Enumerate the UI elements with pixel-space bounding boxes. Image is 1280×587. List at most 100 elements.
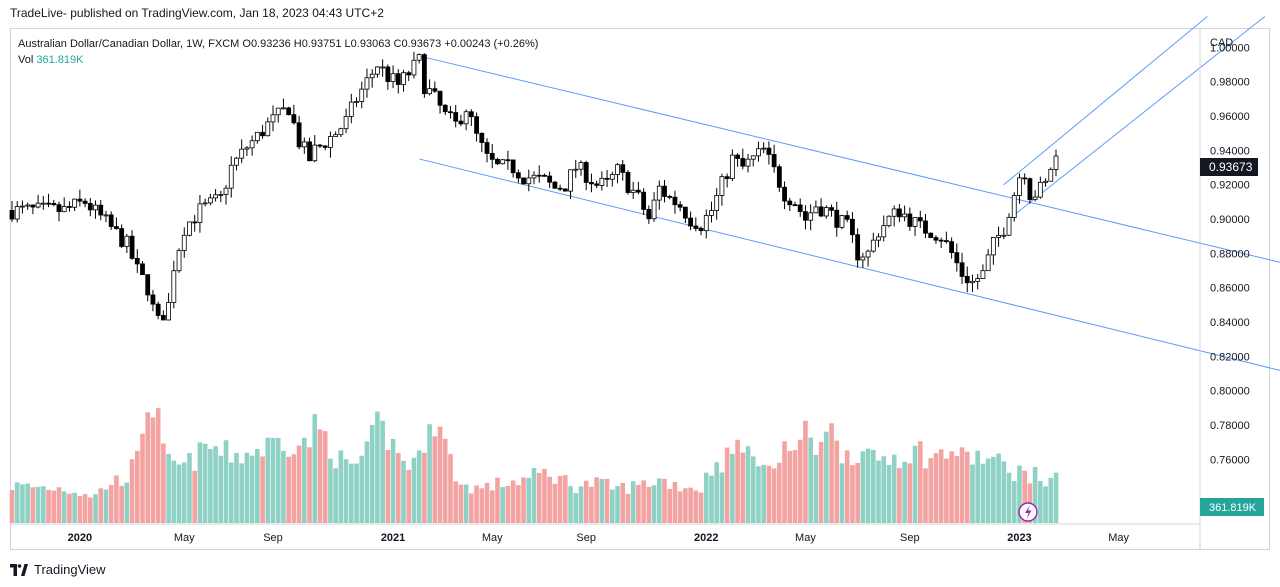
candle-body[interactable] [108,214,114,227]
candle-body[interactable] [160,315,166,321]
candle-body[interactable] [729,154,735,180]
candle-body[interactable] [296,122,302,148]
candle-body[interactable] [171,270,177,303]
candle-body[interactable] [448,111,453,114]
candle-body[interactable] [56,204,62,213]
candle-body[interactable] [902,213,908,218]
candle-body[interactable] [1043,180,1048,183]
candle-body[interactable] [119,228,125,247]
candle-body[interactable] [938,239,944,242]
candle-body[interactable] [150,294,156,305]
candle-body[interactable] [176,250,182,272]
candle-body[interactable] [72,198,78,208]
candle-body[interactable] [77,198,83,202]
candle-body[interactable] [745,158,751,167]
candle-body[interactable] [380,66,386,69]
candle-body[interactable] [411,59,417,76]
candle-body[interactable] [724,176,730,180]
candle-body[interactable] [1006,217,1012,236]
candle-body[interactable] [281,107,286,110]
candle-body[interactable] [40,202,46,205]
candle-body[interactable] [641,191,647,210]
candle-body[interactable] [354,101,359,103]
candle-body[interactable] [646,209,652,220]
candle-body[interactable] [719,176,725,196]
candle-body[interactable] [615,164,620,175]
candle-body[interactable] [244,147,250,150]
candle-body[interactable] [630,189,636,193]
candle-body[interactable] [364,77,370,90]
candle-body[interactable] [771,154,777,168]
candle-body[interactable] [9,210,15,220]
candle-body[interactable] [609,174,615,180]
candle-body[interactable] [1027,178,1033,200]
candle-body[interactable] [703,215,709,232]
candle-body[interactable] [1011,195,1017,218]
candle-body[interactable] [140,263,145,276]
candle-body[interactable] [552,181,558,189]
candle-body[interactable] [698,228,704,232]
candle-body[interactable] [1001,234,1007,237]
candle-body[interactable] [275,107,281,116]
candle-body[interactable] [521,177,526,185]
candle-body[interactable] [374,66,380,75]
candle-body[interactable] [270,114,276,123]
candle-body[interactable] [975,278,981,282]
candle-body[interactable] [667,196,673,198]
candle-body[interactable] [385,66,391,82]
candle-body[interactable] [406,72,412,76]
candle-body[interactable] [870,239,876,252]
candle-body[interactable] [468,111,474,118]
candle-body[interactable] [322,145,328,148]
candle-body[interactable] [291,114,297,124]
candle-body[interactable] [949,241,954,253]
candle-body[interactable] [234,157,239,166]
candle-body[interactable] [818,206,824,217]
candle-body[interactable] [1048,169,1054,182]
candle-body[interactable] [103,214,109,217]
candle-body[interactable] [594,183,600,186]
candle-body[interactable] [390,73,396,82]
candle-body[interactable] [923,220,928,234]
candle-body[interactable] [223,187,229,195]
candle-body[interactable] [474,116,479,134]
candle-body[interactable] [484,142,490,154]
candle-body[interactable] [583,162,589,183]
candle-body[interactable] [197,203,203,223]
candle-body[interactable] [348,101,354,117]
candle-body[interactable] [740,158,746,167]
candle-body[interactable] [964,275,970,284]
candle-body[interactable] [891,208,897,217]
candle-body[interactable] [714,195,720,211]
candle-body[interactable] [30,204,36,208]
candle-body[interactable] [782,186,787,202]
candle-body[interactable] [202,202,208,205]
candle-body[interactable] [500,159,506,165]
candle-body[interactable] [876,236,881,241]
candle-body[interactable] [1032,196,1038,200]
candle-body[interactable] [578,162,584,170]
candle-body[interactable] [82,200,88,204]
candle-body[interactable] [359,88,365,102]
candle-body[interactable] [750,155,756,160]
candle-body[interactable] [954,252,960,264]
candle-body[interactable] [35,202,41,208]
candle-body[interactable] [67,206,72,208]
candle-body[interactable] [1017,177,1022,196]
candle-body[interactable] [312,144,318,162]
candle-body[interactable] [249,140,255,149]
candle-body[interactable] [756,148,761,157]
candle-body[interactable] [589,182,594,185]
candle-body[interactable] [401,72,406,85]
candle-body[interactable] [463,111,469,125]
candle-body[interactable] [881,225,887,238]
candle-body[interactable] [886,215,892,227]
candle-body[interactable] [839,215,845,228]
candle-body[interactable] [797,204,803,213]
candle-body[interactable] [301,141,307,148]
candle-body[interactable] [677,204,683,208]
candle-body[interactable] [735,154,740,159]
candle-body[interactable] [829,207,834,211]
candle-body[interactable] [51,202,57,206]
candle-body[interactable] [155,303,161,316]
